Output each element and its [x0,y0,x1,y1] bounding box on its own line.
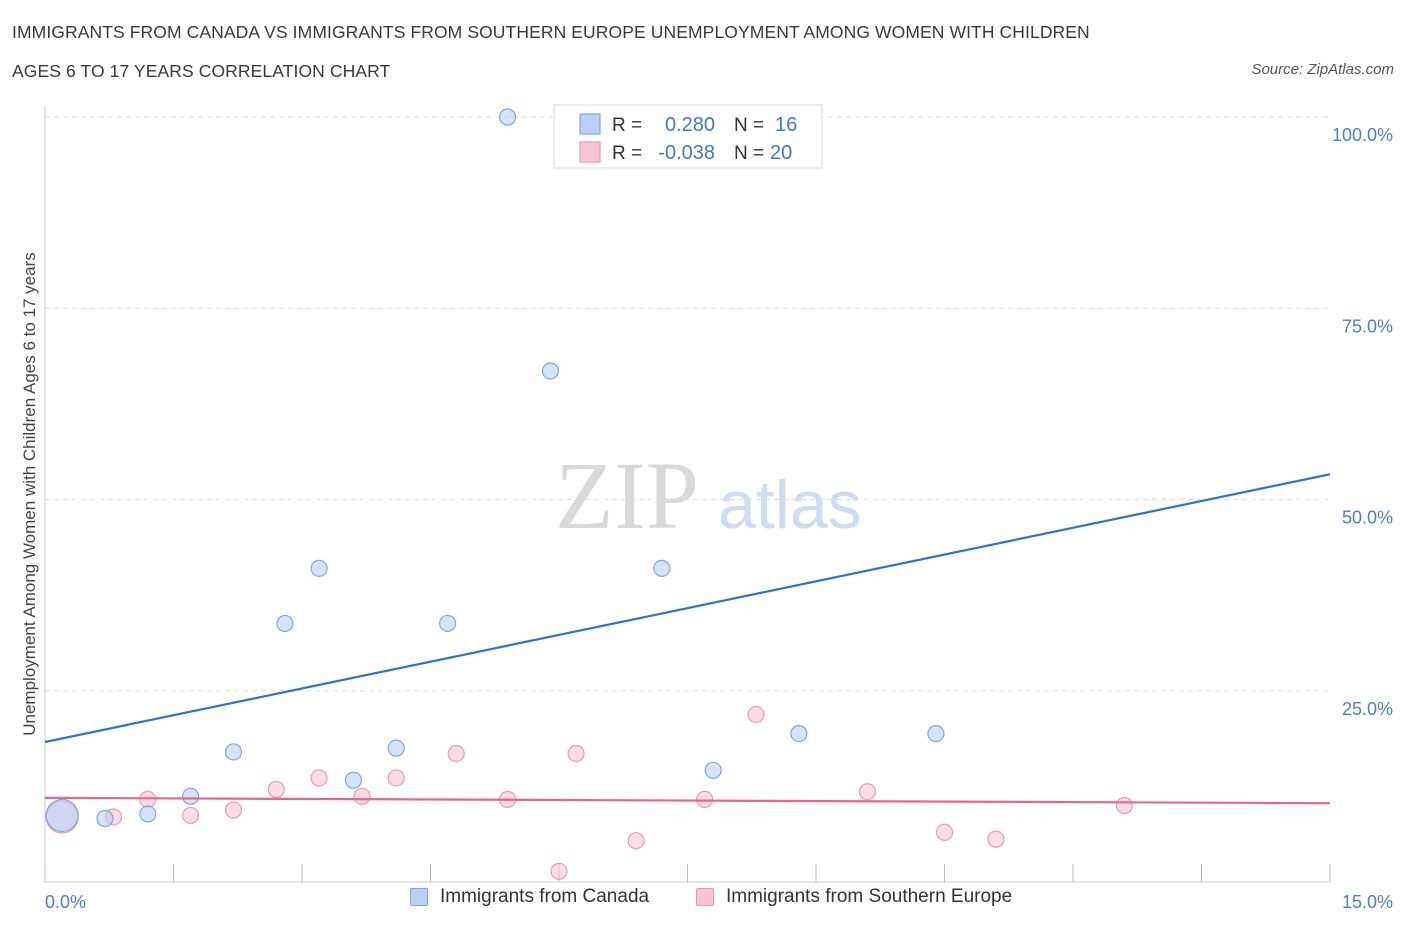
southern-europe-point [550,862,568,880]
trend-lines [44,473,1331,805]
legend-r-value-canada: 0.280 [665,114,715,136]
series-southern-europe-points [45,705,1134,880]
legend-swatch-europe [579,141,601,163]
legend-n-value-europe: 20 [770,142,792,164]
canada-point [541,362,560,380]
canada-point [224,743,243,761]
bottom-legend: Immigrants from Canada Immigrants from S… [0,886,1406,918]
southern-europe-point [747,705,765,724]
southern-europe-point [182,806,200,825]
canada-point [310,559,328,577]
x-tick-label-max: 15.0% [1342,892,1393,912]
canada-point [45,798,79,833]
southern-europe-point [224,801,243,819]
y-tick-label: 25.0% [1342,699,1393,719]
southern-europe-point [696,790,714,808]
canada-point [499,108,517,126]
canada-point [139,805,157,823]
canada-point [276,614,294,633]
southern-europe-point [858,783,877,801]
y-tick-label: 100.0% [1332,125,1393,145]
y-axis-label: Unemployment Among Women with Children A… [20,252,39,736]
legend-n-value-canada: 16 [775,114,797,136]
southern-europe-point [353,787,371,805]
bottom-legend-swatch-europe [696,888,714,906]
legend-swatch-canada [579,113,601,135]
southern-europe-point [935,823,954,841]
chart-title-line-2: AGES 6 TO 17 YEARS CORRELATION CHART [12,61,391,81]
canada-point [96,809,114,828]
grid-lines [45,116,1330,692]
watermark-zip: ZIP [555,442,699,549]
y-tick-labels: 25.0% 50.0% 75.0% 100.0% [1332,125,1393,719]
southern-europe-point [387,769,405,787]
canada-point [182,787,200,805]
chart-title-line-1: IMMIGRANTS FROM CANADA VS IMMIGRANTS FRO… [12,22,1090,42]
canada-point [704,761,722,779]
y-tick-label: 75.0% [1342,316,1393,336]
southern-europe-point [627,832,645,850]
watermark-atlas: atlas [718,467,862,543]
bottom-legend-label-canada: Immigrants from Canada [440,886,650,907]
y-tick-label: 50.0% [1342,508,1393,528]
canada-point [927,724,945,743]
canada-point [653,559,671,577]
canada-trend-line [44,473,1331,744]
southern-europe-point [267,780,285,799]
legend-r-label-europe: R = [612,143,642,164]
source-label: Source: ZipAtlas.com [1251,61,1394,78]
southern-europe-point [1115,796,1134,815]
bottom-legend-swatch-canada [410,888,428,906]
legend-n-label-canada: N = [734,115,764,136]
southern-europe-point [987,830,1005,848]
southern-europe-point [447,744,465,763]
legend-n-label-europe: N = [734,143,764,164]
legend-r-value-europe: -0.038 [658,142,715,164]
canada-point [387,739,405,757]
legend-r-label-canada: R = [612,115,642,136]
southern-europe-trend-line [44,796,1331,805]
x-tick-label-min: 0.0% [45,892,86,912]
bottom-legend-item-canada: Immigrants from Canada [410,886,649,908]
x-ticks [44,864,1331,882]
canada-point [344,771,362,789]
bottom-legend-item-europe: Immigrants from Southern Europe [696,886,1012,908]
series-canada-points [45,108,945,833]
canada-point [790,724,808,743]
bottom-legend-label-europe: Immigrants from Southern Europe [726,886,1013,907]
southern-europe-point [310,769,328,787]
southern-europe-point [567,744,585,763]
canada-point [439,614,457,633]
stats-legend: R = 0.280 N = 16 R = -0.038 N = 20 [553,104,823,169]
